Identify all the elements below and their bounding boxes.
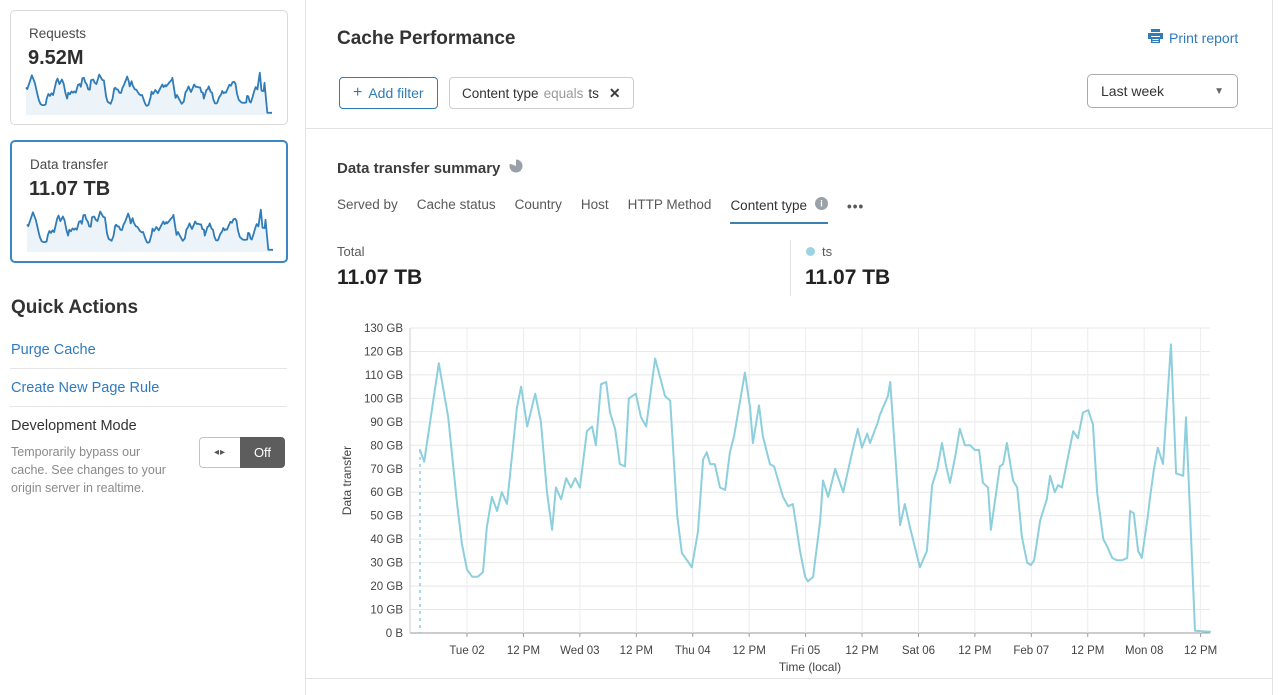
svg-text:110 GB: 110 GB xyxy=(365,370,403,382)
legend-label: ts xyxy=(822,244,833,259)
svg-text:80 GB: 80 GB xyxy=(370,440,403,452)
filter-chip-field: Content type xyxy=(462,85,539,101)
svg-text:40 GB: 40 GB xyxy=(370,534,403,546)
add-filter-label: Add filter xyxy=(368,85,424,101)
data-transfer-card-value: 11.07 TB xyxy=(29,178,111,200)
svg-text:Sat 06: Sat 06 xyxy=(902,645,935,657)
svg-text:12 PM: 12 PM xyxy=(1184,645,1217,657)
create-page-rule-link[interactable]: Create New Page Rule xyxy=(11,380,160,396)
svg-text:12 PM: 12 PM xyxy=(958,645,991,657)
sidebar-divider xyxy=(10,368,287,369)
print-report-label: Print report xyxy=(1169,29,1239,46)
pie-chart-icon xyxy=(508,158,523,178)
header-divider xyxy=(306,128,1272,129)
legend-dot xyxy=(806,247,815,256)
legend-item-ts[interactable]: ts xyxy=(806,244,832,259)
svg-text:70 GB: 70 GB xyxy=(370,464,403,476)
requests-sparkline xyxy=(25,68,273,116)
data-transfer-chart: 0 B 10 GB 20 GB 30 GB 40 GB 50 GB 60 GB 70 GB 80… xyxy=(337,318,1222,676)
svg-text:60 GB: 60 GB xyxy=(370,487,403,499)
tab-content-type[interactable]: Content type i xyxy=(730,197,828,224)
remove-filter-icon[interactable]: ✕ xyxy=(608,84,621,101)
tab-content-type-label: Content type xyxy=(730,197,807,213)
total-label: Total xyxy=(337,244,365,259)
svg-text:i: i xyxy=(820,199,823,209)
svg-text:12 PM: 12 PM xyxy=(620,645,653,657)
svg-text:Thu 04: Thu 04 xyxy=(675,645,711,657)
panel-left-border xyxy=(305,0,306,695)
svg-text:0 B: 0 B xyxy=(386,628,404,640)
tab-cache-status[interactable]: Cache status xyxy=(416,197,496,212)
requests-card[interactable]: Requests 9.52M xyxy=(10,10,288,125)
tab-host[interactable]: Host xyxy=(580,197,609,212)
more-tabs-icon[interactable]: ••• xyxy=(847,199,865,214)
data-transfer-sparkline xyxy=(26,205,274,253)
purge-cache-link[interactable]: Purge Cache xyxy=(11,342,96,358)
sidebar-divider xyxy=(10,406,287,407)
svg-text:Time (local): Time (local) xyxy=(779,660,841,674)
requests-card-title: Requests xyxy=(29,26,87,41)
svg-text:12 PM: 12 PM xyxy=(507,645,540,657)
stats-divider xyxy=(790,240,791,296)
printer-icon xyxy=(1148,29,1163,46)
svg-text:20 GB: 20 GB xyxy=(370,581,403,593)
svg-text:12 PM: 12 PM xyxy=(1071,645,1104,657)
tab-http-method[interactable]: HTTP Method xyxy=(627,197,712,212)
data-transfer-card[interactable]: Data transfer 11.07 TB xyxy=(10,140,288,263)
time-range-value: Last week xyxy=(1101,83,1165,99)
svg-text:Fri 05: Fri 05 xyxy=(791,645,820,657)
legend-value: 11.07 TB xyxy=(805,266,891,289)
requests-card-value: 9.52M xyxy=(28,47,84,69)
development-mode-description: Temporarily bypass our cache. See change… xyxy=(11,445,166,495)
svg-text:120 GB: 120 GB xyxy=(364,346,403,358)
svg-text:100 GB: 100 GB xyxy=(364,393,403,405)
summary-tabs: Served by Cache status Country Host HTTP… xyxy=(337,197,864,224)
svg-text:12 PM: 12 PM xyxy=(733,645,766,657)
add-filter-button[interactable]: + Add filter xyxy=(339,77,438,109)
tab-country[interactable]: Country xyxy=(514,197,562,212)
svg-text:Wed 03: Wed 03 xyxy=(560,645,599,657)
bottom-divider xyxy=(306,678,1272,679)
svg-text:50 GB: 50 GB xyxy=(370,511,403,523)
toggle-off-label[interactable]: Off xyxy=(240,437,285,468)
quick-actions-heading: Quick Actions xyxy=(11,297,139,318)
svg-text:30 GB: 30 GB xyxy=(370,558,403,570)
data-transfer-card-title: Data transfer xyxy=(30,157,109,172)
print-report-link[interactable]: Print report xyxy=(1148,29,1238,46)
svg-text:Feb 07: Feb 07 xyxy=(1013,645,1049,657)
svg-text:10 GB: 10 GB xyxy=(370,605,403,617)
page-title: Cache Performance xyxy=(337,28,516,49)
total-value: 11.07 TB xyxy=(337,266,423,289)
summary-title: Data transfer summary xyxy=(337,160,501,177)
svg-text:Tue 02: Tue 02 xyxy=(449,645,484,657)
development-mode-toggle[interactable]: ◂▸ Off xyxy=(199,437,285,468)
svg-text:12 PM: 12 PM xyxy=(845,645,878,657)
development-mode-label: Development Mode xyxy=(11,418,137,434)
plus-icon: + xyxy=(353,84,363,101)
svg-text:Mon 08: Mon 08 xyxy=(1125,645,1163,657)
panel-right-border xyxy=(1272,0,1273,695)
svg-text:90 GB: 90 GB xyxy=(370,417,403,429)
filter-chip-value: ts xyxy=(588,85,599,101)
svg-text:Data transfer: Data transfer xyxy=(340,446,354,515)
tab-served-by[interactable]: Served by xyxy=(337,197,398,212)
chevron-down-icon: ▼ xyxy=(1214,85,1224,97)
toggle-arrows-icon[interactable]: ◂▸ xyxy=(199,437,240,468)
filter-chip[interactable]: Content type equals ts ✕ xyxy=(449,77,634,109)
info-icon[interactable]: i xyxy=(815,197,828,213)
time-range-select[interactable]: Last week ▼ xyxy=(1087,74,1238,108)
svg-text:130 GB: 130 GB xyxy=(364,323,403,335)
filter-chip-operator: equals xyxy=(543,85,584,101)
